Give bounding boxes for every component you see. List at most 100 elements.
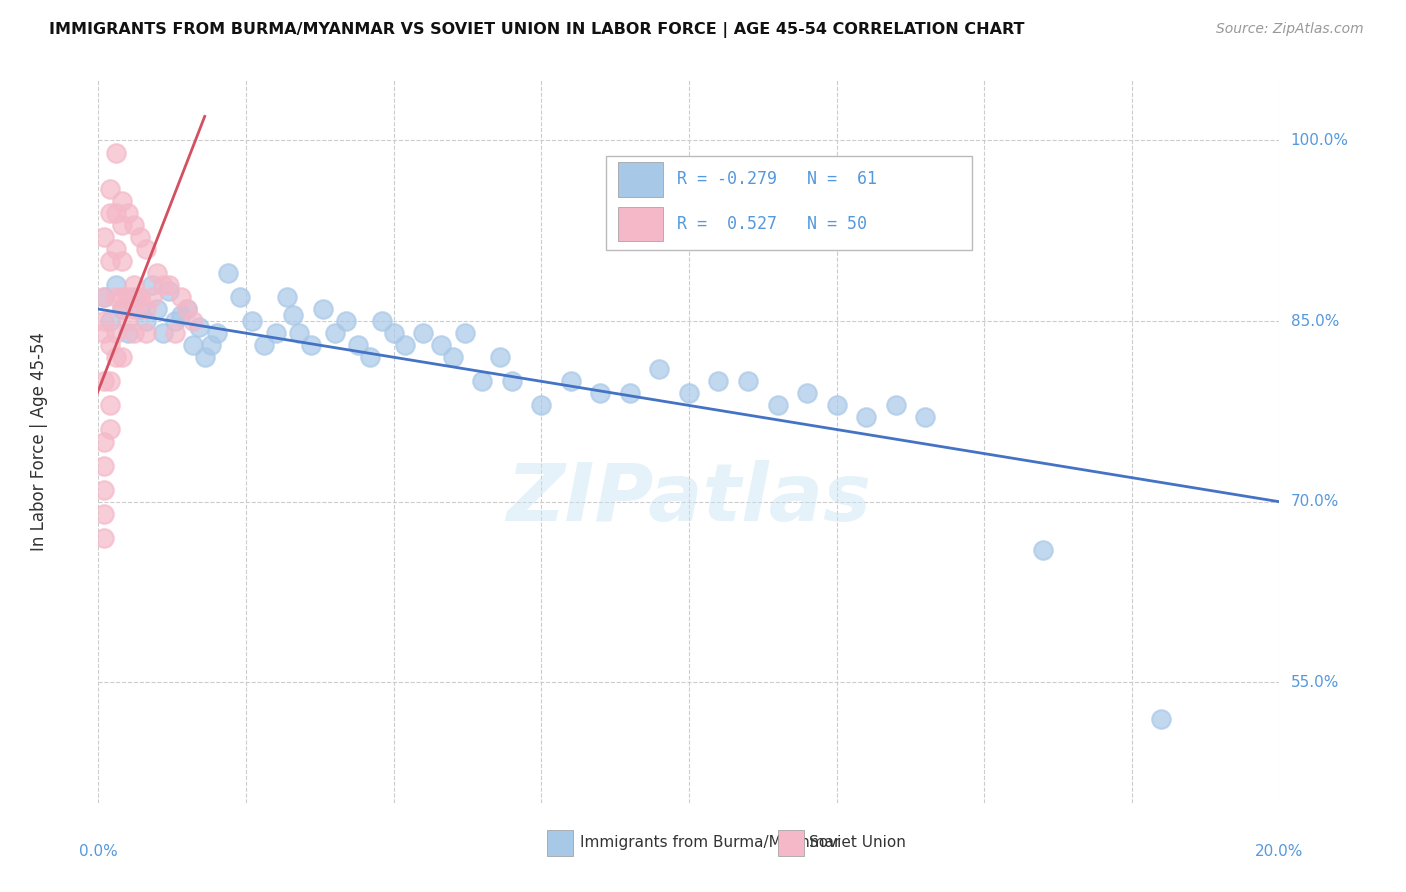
Point [98, 314, 121, 328]
Point [152, 277, 174, 292]
Point [825, 398, 848, 412]
Point [240, 314, 263, 328]
Point [264, 326, 287, 341]
Point [111, 301, 134, 317]
Point [229, 290, 252, 304]
Text: ZIPatlas: ZIPatlas [506, 460, 872, 539]
Point [766, 398, 789, 412]
Point [914, 410, 936, 425]
Point [122, 326, 145, 341]
Point [170, 290, 193, 304]
Point [98, 206, 121, 220]
Point [283, 308, 305, 322]
Point [170, 308, 193, 322]
Point [111, 254, 134, 268]
Point [441, 351, 464, 365]
Point [165, 326, 187, 341]
Point [1150, 712, 1173, 726]
Point [98, 375, 121, 389]
Point [117, 326, 139, 341]
FancyBboxPatch shape [619, 162, 664, 196]
Point [98, 254, 121, 268]
Point [122, 301, 145, 317]
Point [111, 290, 134, 304]
Point [347, 338, 370, 352]
Point [105, 351, 128, 365]
Point [157, 277, 180, 292]
Point [394, 338, 416, 352]
Point [359, 351, 381, 365]
Point [1032, 542, 1054, 557]
Point [93, 290, 115, 304]
Point [796, 386, 818, 401]
Text: 70.0%: 70.0% [1291, 494, 1339, 509]
Point [312, 301, 335, 317]
Point [93, 531, 115, 545]
Point [135, 301, 157, 317]
Point [181, 314, 204, 328]
Point [253, 338, 276, 352]
Point [135, 242, 157, 256]
Point [122, 218, 145, 232]
Point [855, 410, 877, 425]
Text: In Labor Force | Age 45-54: In Labor Force | Age 45-54 [31, 332, 48, 551]
Point [205, 326, 228, 341]
Point [93, 458, 115, 473]
Point [288, 326, 311, 341]
Point [105, 206, 128, 220]
Point [146, 301, 169, 317]
Text: Source: ZipAtlas.com: Source: ZipAtlas.com [1216, 22, 1364, 37]
Point [105, 326, 128, 341]
Point [128, 290, 150, 304]
Text: Immigrants from Burma/Myanmar: Immigrants from Burma/Myanmar [581, 835, 841, 850]
Point [128, 290, 150, 304]
Point [141, 277, 163, 292]
Point [501, 375, 523, 389]
Point [678, 386, 700, 401]
Point [105, 242, 128, 256]
Point [530, 398, 553, 412]
Text: 20.0%: 20.0% [1256, 845, 1303, 860]
Point [371, 314, 394, 328]
FancyBboxPatch shape [547, 830, 574, 855]
Point [93, 230, 115, 244]
Point [323, 326, 346, 341]
Point [105, 145, 128, 160]
Point [157, 284, 180, 298]
Point [98, 182, 121, 196]
Point [128, 230, 150, 244]
Point [105, 290, 128, 304]
Point [128, 301, 150, 317]
Point [560, 375, 582, 389]
Point [382, 326, 405, 341]
Point [648, 362, 671, 376]
Point [176, 301, 198, 317]
Point [884, 398, 907, 412]
Point [111, 194, 134, 208]
Point [105, 277, 128, 292]
Point [135, 326, 157, 341]
Point [146, 266, 169, 280]
Point [111, 301, 134, 317]
Point [141, 290, 163, 304]
Point [111, 351, 134, 365]
Text: R = -0.279   N =  61: R = -0.279 N = 61 [678, 170, 877, 188]
Point [678, 230, 700, 244]
Point [93, 375, 115, 389]
Text: 55.0%: 55.0% [1291, 675, 1339, 690]
Point [93, 326, 115, 341]
Point [93, 434, 115, 449]
Point [181, 338, 204, 352]
Point [589, 386, 612, 401]
Text: 100.0%: 100.0% [1291, 133, 1348, 148]
FancyBboxPatch shape [619, 207, 664, 242]
Point [122, 277, 145, 292]
Point [619, 386, 641, 401]
Point [412, 326, 434, 341]
Point [187, 320, 209, 334]
Text: IMMIGRANTS FROM BURMA/MYANMAR VS SOVIET UNION IN LABOR FORCE | AGE 45-54 CORRELA: IMMIGRANTS FROM BURMA/MYANMAR VS SOVIET … [49, 22, 1025, 38]
Point [122, 290, 145, 304]
Point [335, 314, 357, 328]
Point [176, 301, 198, 317]
Point [98, 423, 121, 437]
